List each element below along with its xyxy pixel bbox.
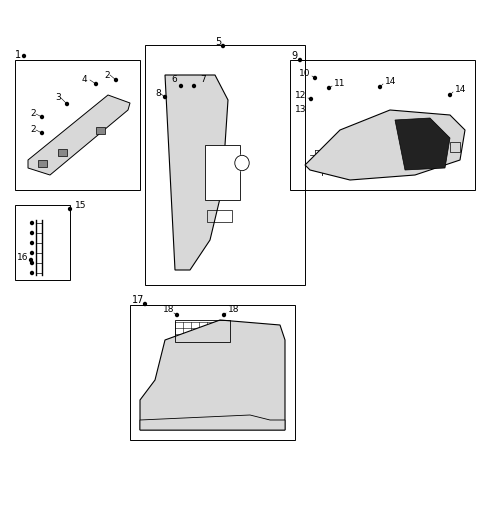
Circle shape [180, 84, 182, 88]
Text: 14: 14 [455, 86, 467, 95]
Circle shape [69, 207, 72, 210]
Text: 18: 18 [228, 306, 240, 314]
Text: 8: 8 [155, 89, 161, 97]
Circle shape [327, 87, 330, 90]
Circle shape [222, 45, 225, 48]
Text: 15: 15 [75, 201, 86, 209]
Circle shape [31, 242, 34, 245]
Text: 7: 7 [200, 75, 206, 84]
Bar [145, 45, 305, 285]
Polygon shape [28, 95, 130, 175]
Circle shape [144, 303, 146, 306]
Circle shape [379, 86, 382, 89]
Text: 17: 17 [132, 295, 144, 305]
Text: 14: 14 [385, 77, 396, 87]
Polygon shape [140, 320, 285, 430]
Bar [130, 305, 295, 440]
Bar [15, 60, 140, 190]
Text: 3: 3 [55, 94, 61, 102]
Bar [175, 320, 230, 342]
Text: 5: 5 [215, 37, 221, 47]
Circle shape [23, 54, 25, 57]
Circle shape [115, 78, 118, 81]
Text: 18: 18 [163, 306, 175, 314]
Circle shape [66, 102, 69, 105]
Text: 2: 2 [30, 110, 36, 118]
Circle shape [40, 132, 43, 135]
Circle shape [310, 97, 312, 100]
Polygon shape [305, 110, 465, 180]
Text: 16: 16 [17, 252, 28, 262]
Polygon shape [395, 118, 450, 170]
Text: 4: 4 [82, 75, 88, 84]
Bar [207, 210, 232, 222]
Circle shape [31, 262, 34, 265]
Circle shape [192, 84, 195, 88]
Bar [290, 60, 475, 190]
Circle shape [223, 313, 226, 316]
Circle shape [448, 94, 452, 97]
Text: 10: 10 [299, 70, 311, 78]
Polygon shape [140, 415, 285, 430]
Bar [96, 127, 105, 134]
Polygon shape [165, 75, 228, 270]
Circle shape [31, 222, 34, 225]
Text: 1: 1 [15, 50, 21, 60]
Circle shape [299, 58, 301, 61]
Text: 9: 9 [291, 51, 297, 61]
Bar [205, 145, 240, 200]
Bar [38, 160, 47, 167]
Circle shape [95, 82, 97, 86]
Circle shape [176, 313, 179, 316]
Circle shape [31, 271, 34, 274]
Bar [58, 149, 67, 156]
Circle shape [30, 259, 33, 262]
Text: 13: 13 [295, 105, 307, 115]
Bar [15, 205, 70, 280]
Text: 12: 12 [295, 92, 306, 100]
Circle shape [31, 251, 34, 254]
Circle shape [40, 116, 43, 119]
Circle shape [235, 155, 249, 170]
Bar [450, 142, 460, 152]
Circle shape [164, 95, 167, 98]
Text: 2: 2 [104, 71, 109, 79]
Text: 11: 11 [334, 79, 346, 89]
Text: 6: 6 [171, 75, 177, 84]
Circle shape [313, 76, 316, 79]
Text: 2: 2 [30, 125, 36, 135]
Circle shape [31, 231, 34, 234]
